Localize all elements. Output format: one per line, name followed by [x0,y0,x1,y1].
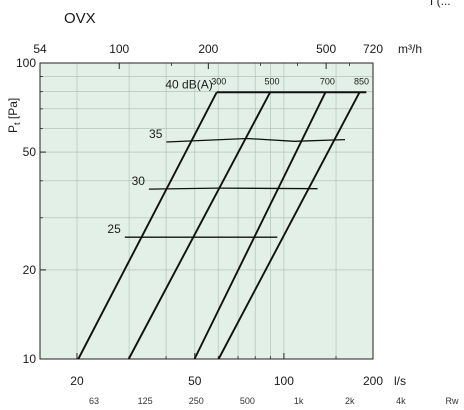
y-axis-label-sub: t [12,122,22,125]
plot-frame [39,62,374,360]
chart-title: OVX [64,10,96,27]
sound-line-label: 35 [149,127,163,141]
axis-ticks [39,62,374,360]
flow-line-label: 500 [265,76,280,86]
x-top-tick-label: 720 [363,42,383,56]
y-tick-label: 100 [16,56,36,70]
octave-band-label: 250 [189,396,204,406]
y-tick-label: 50 [23,145,37,159]
flow-line [127,91,271,360]
sound-line [166,137,346,143]
sound-line-label: 30 [132,174,146,188]
octave-band-label: Rw [446,396,459,406]
octave-band-label: 2k [345,396,355,406]
x-top-tick-label: 100 [109,42,129,56]
x-top-tick-label: 54 [33,42,47,56]
sound-line-label: 25 [107,222,121,236]
x-bottom-axis-label: l/s [394,374,406,388]
octave-band-label: 63 [89,396,99,406]
octave-band-label: 1k [294,396,304,406]
sound-line-label: 40 dB(A) [165,77,212,91]
y-tick-label: 20 [23,263,37,277]
flow-line-label: 850 [354,76,369,86]
x-top-tick-label: 500 [316,42,336,56]
y-axis-label: Pt [Pa] [6,98,22,133]
chart-lines [77,91,367,360]
x-bottom-tick-label: 50 [188,374,202,388]
x-bottom-tick-label: 100 [274,374,294,388]
grid [40,63,373,359]
octave-band-label: 500 [240,396,255,406]
y-tick-label: 10 [23,352,37,366]
x-top-tick-label: 200 [198,42,218,56]
octave-band-label: 4k [396,396,406,406]
y-axis-label-rest: [Pa] [6,98,20,123]
flow-line [77,91,218,360]
flow-line-label: 300 [211,76,226,86]
flow-line [217,91,361,360]
sound-line [148,187,318,190]
x-bottom-tick-label: 20 [70,374,84,388]
flow-line-label: 700 [320,76,335,86]
y-axis-label-main: P [6,125,20,133]
top-right-fragment: Γ(... [430,0,451,8]
x-top-axis-label: m³/h [398,42,422,56]
octave-band-label: 125 [138,396,153,406]
flow-line [193,91,327,360]
x-bottom-tick-label: 200 [363,374,383,388]
